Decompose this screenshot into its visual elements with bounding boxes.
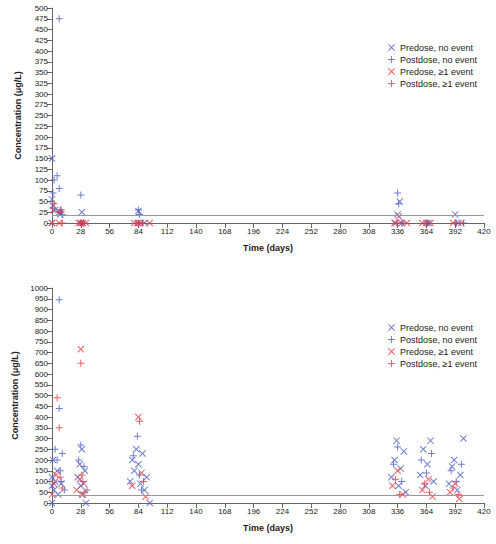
svg-text:800: 800: [35, 327, 49, 336]
svg-text:Predose, ≥1 event: Predose, ≥1 event: [400, 347, 473, 357]
svg-text:Concentration (μg/L): Concentration (μg/L): [13, 71, 23, 160]
svg-text:450: 450: [35, 25, 49, 34]
svg-text:420: 420: [477, 227, 491, 236]
svg-text:450: 450: [35, 402, 49, 411]
svg-text:500: 500: [35, 391, 49, 400]
svg-text:112: 112: [161, 507, 174, 516]
svg-text:0: 0: [44, 499, 49, 508]
svg-text:75: 75: [39, 186, 48, 195]
svg-text:280: 280: [333, 507, 347, 516]
svg-text:364: 364: [420, 507, 434, 516]
svg-text:364: 364: [420, 227, 434, 236]
svg-text:1000: 1000: [30, 284, 48, 293]
svg-text:175: 175: [35, 143, 49, 152]
svg-text:50: 50: [39, 197, 48, 206]
svg-text:375: 375: [35, 57, 49, 66]
svg-text:125: 125: [35, 165, 49, 174]
svg-text:425: 425: [35, 36, 49, 45]
svg-text:196: 196: [247, 507, 261, 516]
svg-text:275: 275: [35, 100, 49, 109]
svg-text:475: 475: [35, 14, 49, 23]
svg-text:308: 308: [362, 507, 376, 516]
svg-text:200: 200: [35, 456, 49, 465]
svg-text:225: 225: [35, 122, 49, 131]
svg-text:224: 224: [276, 507, 290, 516]
svg-text:Predose, no event: Predose, no event: [400, 43, 474, 53]
svg-text:56: 56: [105, 227, 114, 236]
svg-text:56: 56: [105, 507, 114, 516]
svg-text:950: 950: [35, 294, 49, 303]
svg-text:168: 168: [218, 227, 232, 236]
svg-text:400: 400: [35, 47, 49, 56]
svg-text:250: 250: [35, 111, 49, 120]
svg-text:350: 350: [35, 68, 49, 77]
svg-text:250: 250: [35, 445, 49, 454]
svg-text:Time (days): Time (days): [243, 243, 293, 253]
svg-text:25: 25: [39, 208, 48, 217]
svg-text:Predose, no event: Predose, no event: [400, 323, 474, 333]
svg-text:392: 392: [449, 507, 463, 516]
svg-text:750: 750: [35, 337, 49, 346]
svg-text:350: 350: [35, 423, 49, 432]
svg-text:50: 50: [39, 488, 48, 497]
svg-text:Postdose, no event: Postdose, no event: [400, 55, 478, 65]
svg-text:336: 336: [391, 227, 405, 236]
svg-text:308: 308: [362, 227, 376, 236]
svg-text:Postdose, no event: Postdose, no event: [400, 335, 478, 345]
svg-text:140: 140: [189, 507, 203, 516]
svg-text:280: 280: [333, 227, 347, 236]
svg-text:392: 392: [449, 227, 463, 236]
svg-text:650: 650: [35, 359, 49, 368]
svg-text:84: 84: [134, 227, 143, 236]
svg-text:Postdose, ≥1 event: Postdose, ≥1 event: [400, 359, 477, 369]
svg-text:700: 700: [35, 348, 49, 357]
svg-text:28: 28: [76, 227, 85, 236]
svg-text:325: 325: [35, 79, 49, 88]
svg-text:600: 600: [35, 370, 49, 379]
svg-text:Predose, ≥1 event: Predose, ≥1 event: [400, 67, 473, 77]
svg-text:0: 0: [50, 227, 55, 236]
svg-text:300: 300: [35, 90, 49, 99]
svg-text:0: 0: [44, 219, 49, 228]
svg-text:550: 550: [35, 380, 49, 389]
svg-text:200: 200: [35, 133, 49, 142]
svg-text:850: 850: [35, 316, 49, 325]
svg-text:Concentration (μg/L): Concentration (μg/L): [10, 351, 20, 440]
svg-text:150: 150: [35, 466, 49, 475]
svg-text:252: 252: [305, 227, 319, 236]
svg-text:0: 0: [50, 507, 55, 516]
svg-text:224: 224: [276, 227, 290, 236]
svg-text:500: 500: [35, 4, 49, 13]
svg-text:900: 900: [35, 305, 49, 314]
svg-text:150: 150: [35, 154, 49, 163]
svg-text:252: 252: [305, 507, 319, 516]
svg-text:Postdose, ≥1 event: Postdose, ≥1 event: [400, 79, 477, 89]
svg-text:196: 196: [247, 227, 261, 236]
svg-text:Time (days): Time (days): [243, 523, 293, 533]
svg-text:28: 28: [76, 507, 85, 516]
svg-text:420: 420: [477, 507, 491, 516]
svg-text:100: 100: [35, 176, 49, 185]
svg-text:168: 168: [218, 507, 232, 516]
svg-text:84: 84: [134, 507, 143, 516]
svg-text:400: 400: [35, 413, 49, 422]
svg-text:100: 100: [35, 477, 49, 486]
svg-text:300: 300: [35, 434, 49, 443]
svg-text:140: 140: [189, 227, 203, 236]
svg-text:336: 336: [391, 507, 405, 516]
svg-text:112: 112: [161, 227, 174, 236]
